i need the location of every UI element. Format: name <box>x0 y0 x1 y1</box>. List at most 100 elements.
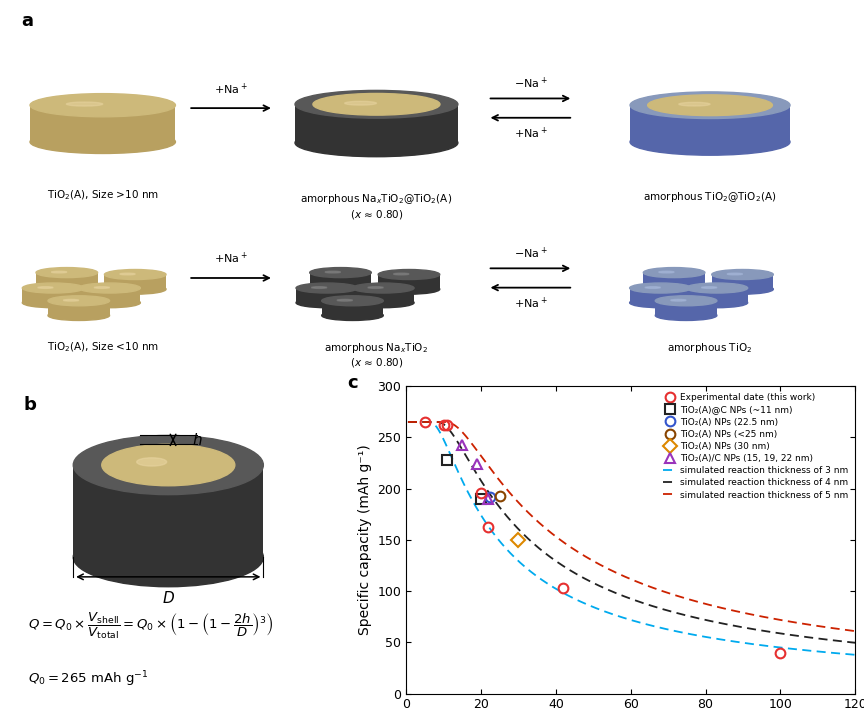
Ellipse shape <box>105 284 166 294</box>
Ellipse shape <box>38 287 53 288</box>
Ellipse shape <box>393 273 409 275</box>
Ellipse shape <box>30 130 175 154</box>
Ellipse shape <box>48 310 110 320</box>
Ellipse shape <box>644 282 705 292</box>
Polygon shape <box>48 301 110 315</box>
Polygon shape <box>353 288 414 302</box>
Ellipse shape <box>368 287 384 288</box>
Ellipse shape <box>30 94 175 117</box>
Ellipse shape <box>309 267 372 277</box>
Text: −Na$^+$: −Na$^+$ <box>513 76 547 91</box>
Ellipse shape <box>295 129 458 157</box>
Ellipse shape <box>644 267 705 277</box>
Legend: Experimental date (this work), TiO₂(A)@C NPs (~11 nm), TiO₂(A) NPs (22.5 nm), Ti: Experimental date (this work), TiO₂(A)@C… <box>660 390 851 503</box>
Ellipse shape <box>36 267 98 277</box>
Polygon shape <box>36 272 98 287</box>
Text: c: c <box>347 374 359 392</box>
Ellipse shape <box>658 271 674 273</box>
Text: +Na$^+$: +Na$^+$ <box>214 82 248 97</box>
Ellipse shape <box>655 310 717 320</box>
Ellipse shape <box>648 95 772 116</box>
Text: TiO$_2$(A), Size >10 nm: TiO$_2$(A), Size >10 nm <box>47 188 159 202</box>
Ellipse shape <box>712 284 773 294</box>
Ellipse shape <box>36 282 98 292</box>
Ellipse shape <box>378 270 440 280</box>
Polygon shape <box>79 288 140 302</box>
Ellipse shape <box>630 92 790 119</box>
Text: amorphous Na$_x$TiO$_2$@TiO$_2$(A)
($x$ ≈ 0.80): amorphous Na$_x$TiO$_2$@TiO$_2$(A) ($x$ … <box>301 192 453 220</box>
Polygon shape <box>105 275 166 289</box>
Polygon shape <box>73 465 264 557</box>
Ellipse shape <box>22 297 84 307</box>
Ellipse shape <box>309 282 372 292</box>
Ellipse shape <box>296 297 358 307</box>
Ellipse shape <box>712 270 773 280</box>
Text: amorphous TiO$_2$@TiO$_2$(A): amorphous TiO$_2$@TiO$_2$(A) <box>644 190 777 204</box>
Text: TiO$_2$(A), Size <10 nm: TiO$_2$(A), Size <10 nm <box>47 340 159 354</box>
Ellipse shape <box>120 273 136 275</box>
Text: +Na$^+$: +Na$^+$ <box>214 251 248 267</box>
Ellipse shape <box>52 271 67 273</box>
Polygon shape <box>644 272 705 287</box>
Ellipse shape <box>630 297 691 307</box>
Ellipse shape <box>670 300 686 301</box>
Polygon shape <box>630 105 790 142</box>
Text: $Q_0 = 265\ \mathrm{mAh\ g^{-1}}$: $Q_0 = 265\ \mathrm{mAh\ g^{-1}}$ <box>28 669 148 689</box>
Ellipse shape <box>325 271 340 273</box>
Text: b: b <box>24 396 37 414</box>
Ellipse shape <box>630 283 691 293</box>
Ellipse shape <box>353 283 414 293</box>
Ellipse shape <box>313 94 440 115</box>
Ellipse shape <box>353 297 414 307</box>
Ellipse shape <box>79 283 140 293</box>
Ellipse shape <box>73 528 264 587</box>
Ellipse shape <box>337 300 353 301</box>
Ellipse shape <box>702 287 717 288</box>
Ellipse shape <box>22 283 84 293</box>
Text: +Na$^+$: +Na$^+$ <box>513 295 547 310</box>
Ellipse shape <box>378 284 440 294</box>
Polygon shape <box>712 275 773 289</box>
Ellipse shape <box>655 296 717 306</box>
Text: amorphous TiO$_2$: amorphous TiO$_2$ <box>667 340 753 355</box>
Polygon shape <box>22 288 84 302</box>
Ellipse shape <box>686 297 747 307</box>
Ellipse shape <box>321 296 384 306</box>
Ellipse shape <box>645 287 660 288</box>
Ellipse shape <box>296 283 358 293</box>
Polygon shape <box>295 104 458 143</box>
Polygon shape <box>30 105 175 142</box>
Polygon shape <box>309 272 372 287</box>
Text: $D$: $D$ <box>162 590 175 606</box>
Polygon shape <box>686 288 747 302</box>
Polygon shape <box>321 301 384 315</box>
Ellipse shape <box>63 300 79 301</box>
Ellipse shape <box>102 444 235 485</box>
Ellipse shape <box>686 283 747 293</box>
Ellipse shape <box>79 297 140 307</box>
Text: −Na$^+$: −Na$^+$ <box>513 245 547 260</box>
Ellipse shape <box>345 102 377 105</box>
Ellipse shape <box>137 458 167 466</box>
Ellipse shape <box>94 287 110 288</box>
Ellipse shape <box>727 273 742 275</box>
Ellipse shape <box>67 102 103 106</box>
Text: a: a <box>22 11 34 29</box>
Ellipse shape <box>295 90 458 118</box>
Ellipse shape <box>311 287 327 288</box>
Polygon shape <box>378 275 440 289</box>
Ellipse shape <box>321 310 384 320</box>
Text: amorphous Na$_x$TiO$_2$
($x$ ≈ 0.80): amorphous Na$_x$TiO$_2$ ($x$ ≈ 0.80) <box>325 340 429 370</box>
Ellipse shape <box>73 435 264 495</box>
Polygon shape <box>630 288 691 302</box>
Ellipse shape <box>48 296 110 306</box>
Ellipse shape <box>679 102 710 106</box>
Text: $h$: $h$ <box>192 432 203 448</box>
Text: $Q = Q_0 \times \dfrac{V_{\mathrm{shell}}}{V_{\mathrm{total}}} = Q_0 \times \lef: $Q = Q_0 \times \dfrac{V_{\mathrm{shell}… <box>28 611 273 641</box>
Ellipse shape <box>105 270 166 280</box>
Polygon shape <box>655 301 717 315</box>
Ellipse shape <box>630 129 790 155</box>
Text: +Na$^+$: +Na$^+$ <box>513 126 547 141</box>
Polygon shape <box>296 288 358 302</box>
Y-axis label: Specific capacity (mAh g⁻¹): Specific capacity (mAh g⁻¹) <box>358 445 372 635</box>
